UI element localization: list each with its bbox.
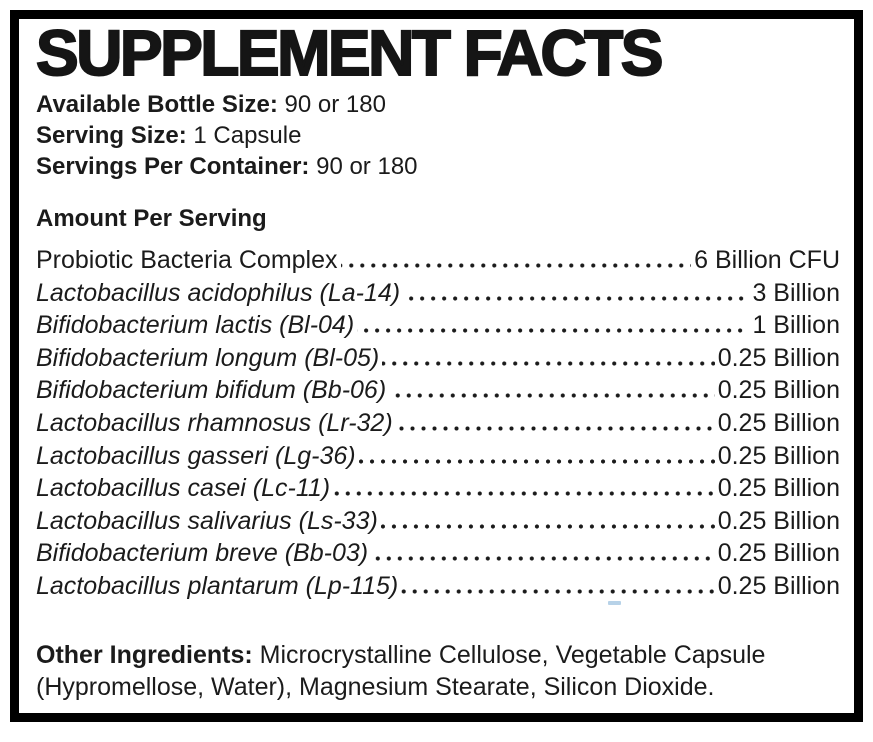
serving-size-value: 1 Capsule: [193, 122, 302, 149]
ingredient-amount: 0.25 Billion: [717, 539, 840, 568]
dot-leader: [401, 588, 715, 594]
ingredient-name: Lactobacillus gasseri (Lg-36): [36, 441, 356, 470]
ingredient-amount: 1 Billion: [752, 311, 840, 340]
ingredient-amount: 0.25 Billion: [717, 474, 840, 503]
serving-info: Available Bottle Size: 90 or 180 Serving…: [36, 89, 840, 182]
ingredient-amount: 0.25 Billion: [717, 408, 840, 437]
ingredient-row: Bifidobacterium breve (Bb-03) 0.25 Billi…: [36, 539, 840, 572]
ingredient-row: Lactobacillus gasseri (Lg-36) 0.25 Billi…: [36, 442, 840, 475]
ingredient-name: Lactobacillus acidophilus (La-14): [36, 278, 401, 307]
ingredient-name: Lactobacillus salivarius (Ls-33): [36, 506, 378, 535]
ingredient-name: Probiotic Bacteria Complex: [36, 246, 338, 274]
servings-per-container-value: 90 or 180: [316, 153, 418, 180]
selection-artifact: [608, 601, 621, 605]
ingredient-amount: 0.25 Billion: [717, 441, 840, 470]
panel-title: SUPPLEMENT FACTS: [35, 17, 664, 89]
ingredient-name: Lactobacillus plantarum (Lp-115): [36, 571, 399, 600]
serving-size-label: Serving Size:: [36, 122, 187, 149]
serving-size-line: Serving Size: 1 Capsule: [36, 120, 840, 151]
dot-leader: [358, 458, 715, 464]
dot-leader: [380, 523, 715, 529]
dot-leader: [357, 328, 750, 334]
ingredient-row: Bifidobacterium longum (Bl-05) 0.25 Bill…: [36, 344, 840, 377]
ingredient-name: Lactobacillus casei (Lc-11): [36, 474, 331, 503]
ingredient-row: Lactobacillus casei (Lc-11) 0.25 Billion: [36, 474, 840, 507]
other-ingredients-label: Other Ingredients:: [36, 640, 253, 669]
bottle-size-value: 90 or 180: [284, 91, 386, 118]
dot-leader: [333, 491, 715, 497]
ingredient-amount: 3 Billion: [752, 278, 840, 307]
ingredient-name: Bifidobacterium breve (Bb-03): [36, 539, 369, 568]
ingredient-row: Bifidobacterium bifidum (Bb-06) 0.25 Bil…: [36, 376, 840, 409]
ingredient-amount: 6 Billion CFU: [694, 246, 840, 274]
servings-per-container-line: Servings Per Container: 90 or 180: [36, 151, 840, 182]
ingredient-name: Bifidobacterium longum (Bl-05): [36, 343, 380, 372]
ingredient-row: Probiotic Bacteria Complex 6 Billion CFU: [36, 246, 840, 279]
bottle-size-label: Available Bottle Size:: [36, 91, 278, 118]
dot-leader: [389, 393, 715, 399]
ingredient-row: Lactobacillus rhamnosus (Lr-32) 0.25 Bil…: [36, 409, 840, 442]
ingredient-row: Lactobacillus acidophilus (La-14) 3 Bill…: [36, 279, 840, 312]
ingredient-row: Lactobacillus salivarius (Ls-33) 0.25 Bi…: [36, 507, 840, 540]
ingredient-name: Lactobacillus rhamnosus (Lr-32): [36, 408, 393, 437]
other-ingredients: Other Ingredients: Microcrystalline Cell…: [36, 639, 840, 703]
ingredient-rows: Probiotic Bacteria Complex 6 Billion CFU…: [36, 246, 840, 605]
amount-per-serving-heading: Amount Per Serving: [36, 205, 267, 232]
ingredient-row: Bifidobacterium lactis (Bl-04) 1 Billion: [36, 311, 840, 344]
ingredient-amount: 0.25 Billion: [717, 343, 840, 372]
dot-leader: [382, 360, 715, 366]
ingredient-amount: 0.25 Billion: [717, 376, 840, 405]
ingredient-amount: 0.25 Billion: [717, 571, 840, 600]
ingredient-row: Lactobacillus plantarum (Lp-115) 0.25 Bi…: [36, 572, 840, 605]
bottle-size-line: Available Bottle Size: 90 or 180: [36, 89, 840, 120]
dot-leader: [403, 295, 750, 301]
dot-leader: [395, 425, 715, 431]
ingredient-amount: 0.25 Billion: [717, 506, 840, 535]
dot-leader: [371, 556, 715, 562]
ingredient-name: Bifidobacterium lactis (Bl-04): [36, 311, 355, 340]
dot-leader: [340, 263, 692, 268]
other-ingredients-text: Microcrystalline Cellulose, Vegetable Ca…: [36, 640, 766, 701]
supplement-facts-panel: SUPPLEMENT FACTS Available Bottle Size: …: [10, 10, 863, 722]
servings-per-container-label: Servings Per Container:: [36, 153, 310, 180]
ingredient-name: Bifidobacterium bifidum (Bb-06): [36, 376, 387, 405]
